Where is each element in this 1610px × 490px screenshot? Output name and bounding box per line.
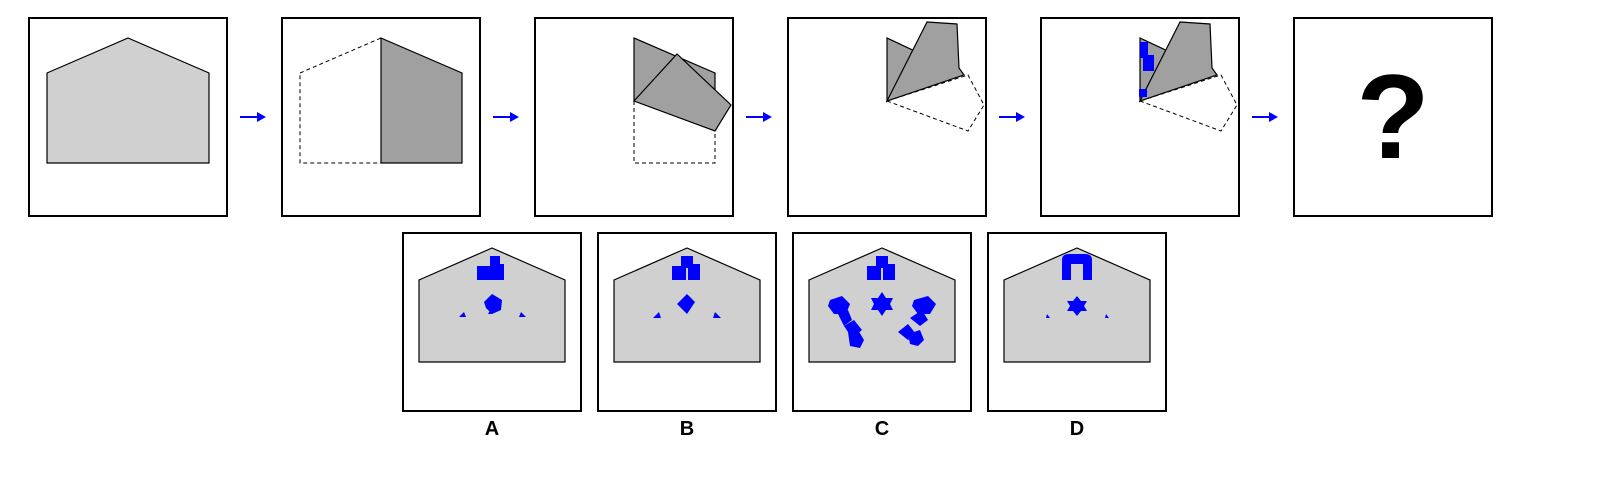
step-5-paper [1138,21,1238,132]
option-a[interactable] [402,232,582,412]
option-b-holes [653,256,721,318]
arrow-4-icon [999,112,1025,122]
step-4-paper [885,21,985,132]
arrow-2-icon [493,112,519,122]
option-d-holes [1046,254,1109,318]
option-a-label: A [484,418,500,440]
option-c-paper [808,247,956,363]
step-4-panel [787,17,987,217]
step-2-paper [299,37,463,164]
result-panel: ? [1293,17,1493,217]
arrow-1-icon [240,112,266,122]
option-c-label: C [874,418,890,440]
option-c[interactable] [792,232,972,412]
option-b-label: B [679,418,695,440]
option-d[interactable] [987,232,1167,412]
step-3-paper [632,37,732,164]
step-3-panel [534,17,734,217]
option-a-paper [418,247,566,363]
step-2-panel [281,17,481,217]
question-mark: ? [1356,50,1430,184]
option-b[interactable] [597,232,777,412]
option-a-holes [459,256,526,317]
option-c-holes [828,256,936,348]
step-1-paper [46,37,210,164]
option-d-paper [1003,247,1151,363]
arrow-3-icon [746,112,772,122]
step-1-panel [28,17,228,217]
step-5-panel [1040,17,1240,217]
option-b-paper [613,247,761,363]
punched-hole-shapes [1139,42,1154,97]
arrow-5-icon [1252,112,1278,122]
option-d-label: D [1069,418,1085,440]
